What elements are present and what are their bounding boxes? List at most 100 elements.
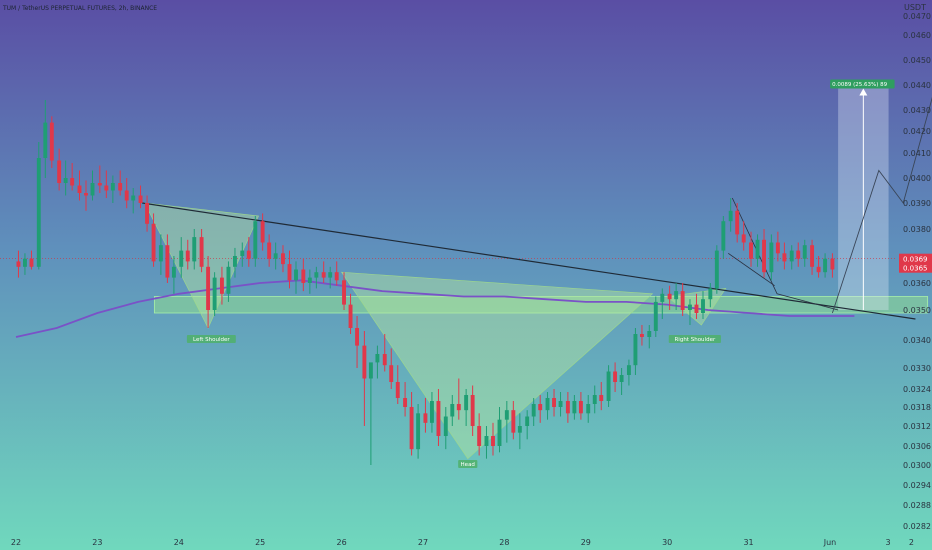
candle-body: [70, 178, 75, 186]
candle-body: [294, 269, 298, 281]
candle-body: [36, 158, 41, 267]
candle-body: [823, 258, 828, 273]
candle-body: [572, 401, 577, 414]
candle-body: [578, 401, 583, 414]
pattern-label: Right Shoulder: [674, 337, 715, 343]
candle-body: [77, 185, 82, 193]
y-tick-label: 0.0294: [903, 481, 931, 490]
target-arrow-head: [859, 88, 868, 96]
candle-body: [728, 210, 733, 222]
y-tick-label: 0.0312: [903, 422, 931, 431]
candle-body: [653, 301, 658, 331]
candle-body: [267, 242, 272, 259]
x-tick-label: 27: [418, 538, 428, 547]
x-tick-label: 22: [11, 538, 21, 547]
y-tick-label: 0.0460: [903, 31, 931, 40]
candle-body: [619, 375, 624, 382]
candle-body: [456, 404, 461, 411]
candle-body: [491, 436, 495, 446]
y-tick-label: 0.0390: [903, 199, 931, 208]
y-tick-label: 0.0330: [903, 364, 931, 373]
y-tick-label: 0.0410: [903, 149, 931, 158]
candle-body: [131, 195, 136, 201]
candle-body: [395, 382, 400, 398]
pattern-label-box: [458, 460, 478, 468]
candle-body: [171, 266, 176, 278]
candle-body: [429, 401, 434, 423]
candle-body: [355, 328, 360, 346]
candle-body: [606, 371, 611, 401]
wedge-line: [731, 197, 839, 311]
candle-body: [599, 395, 604, 401]
projection-path: [831, 96, 932, 314]
candle-body: [436, 401, 441, 436]
candle-body: [375, 354, 380, 363]
candle-body: [145, 203, 150, 224]
candle-body: [497, 419, 502, 446]
candle-body: [124, 190, 129, 201]
x-tick-label: 23: [92, 538, 102, 547]
head-triangle: [340, 271, 654, 460]
y-tick-label: 0.0306: [903, 442, 931, 451]
candle-body: [151, 223, 156, 262]
y-tick-label: 0.0440: [903, 81, 931, 90]
x-tick-label: 28: [499, 538, 509, 547]
candle-body: [830, 258, 835, 270]
x-tick-label: 30: [662, 538, 672, 547]
y-axis-unit: USDT: [904, 3, 926, 12]
candle-body: [328, 272, 333, 278]
candle-body: [633, 334, 638, 366]
candle-body: [626, 365, 631, 375]
candle-body: [158, 245, 163, 262]
candle-body: [362, 345, 367, 379]
candle-body: [212, 277, 217, 310]
candle-body: [29, 258, 34, 267]
candle-body: [450, 404, 455, 417]
candle-body: [382, 354, 387, 366]
candle-body: [545, 398, 550, 411]
candle-body: [301, 269, 306, 283]
moving-average-line: [15, 279, 855, 338]
candle-body: [470, 395, 475, 426]
candle-body: [314, 272, 319, 278]
candle-body: [525, 416, 530, 426]
candle-body: [16, 261, 21, 267]
candle-body: [97, 183, 102, 186]
y-tick-label: 0.0318: [903, 403, 931, 412]
candle-body: [688, 304, 692, 310]
y-tick-label: 0.0340: [903, 336, 931, 345]
candle-body: [484, 436, 489, 446]
candle-body: [416, 413, 421, 450]
candle-body: [667, 293, 672, 300]
candle-body: [253, 221, 258, 259]
candle-body: [138, 195, 143, 203]
candle-body: [721, 221, 726, 251]
y-tick-label: 0.0350: [903, 306, 931, 315]
x-tick-label: 3: [885, 538, 890, 547]
candle-body: [179, 250, 184, 267]
candle-body: [558, 401, 563, 407]
candle-body: [714, 250, 719, 289]
y-tick-label: 0.0300: [903, 461, 931, 470]
candle-body: [660, 293, 665, 302]
candle-body: [334, 272, 339, 281]
candle-body: [63, 178, 68, 183]
y-tick-label: 0.0324: [903, 385, 931, 394]
candle-body: [538, 404, 543, 411]
candle-body: [613, 371, 618, 382]
x-tick-label: Jun: [823, 538, 837, 547]
candle-body: [409, 407, 414, 450]
candle-body: [199, 237, 204, 267]
y-tick-label: 0.0450: [903, 56, 931, 65]
candle-body: [206, 266, 211, 310]
y-tick-label: 0.0400: [903, 174, 931, 183]
candle-body: [423, 413, 428, 423]
candle-body: [90, 183, 95, 196]
candle-body: [816, 266, 821, 273]
candle-body: [348, 304, 353, 328]
candle-body: [84, 193, 88, 196]
candle-body: [708, 288, 713, 300]
candle-body: [755, 239, 760, 259]
target-label-box: [830, 79, 895, 89]
